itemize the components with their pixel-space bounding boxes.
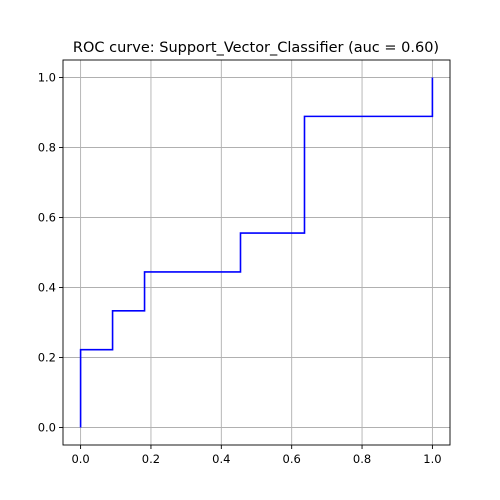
x-tick-label: 0.4 [212,452,230,466]
y-tick-label: 0.6 [38,211,56,225]
x-tick-label: 1.0 [423,452,441,466]
x-tick-label: 0.2 [142,452,160,466]
chart-title: ROC curve: Support_Vector_Classifier (au… [73,40,439,56]
y-tick-label: 0.0 [38,421,56,435]
y-tick-label: 0.8 [38,141,56,155]
y-tick-label: 1.0 [38,71,56,85]
x-tick-label: 0.8 [353,452,371,466]
x-tick-label: 0.6 [283,452,301,466]
y-tick-label: 0.2 [38,351,56,365]
x-tick-label: 0.0 [71,452,89,466]
y-tick-label: 0.4 [38,281,56,295]
